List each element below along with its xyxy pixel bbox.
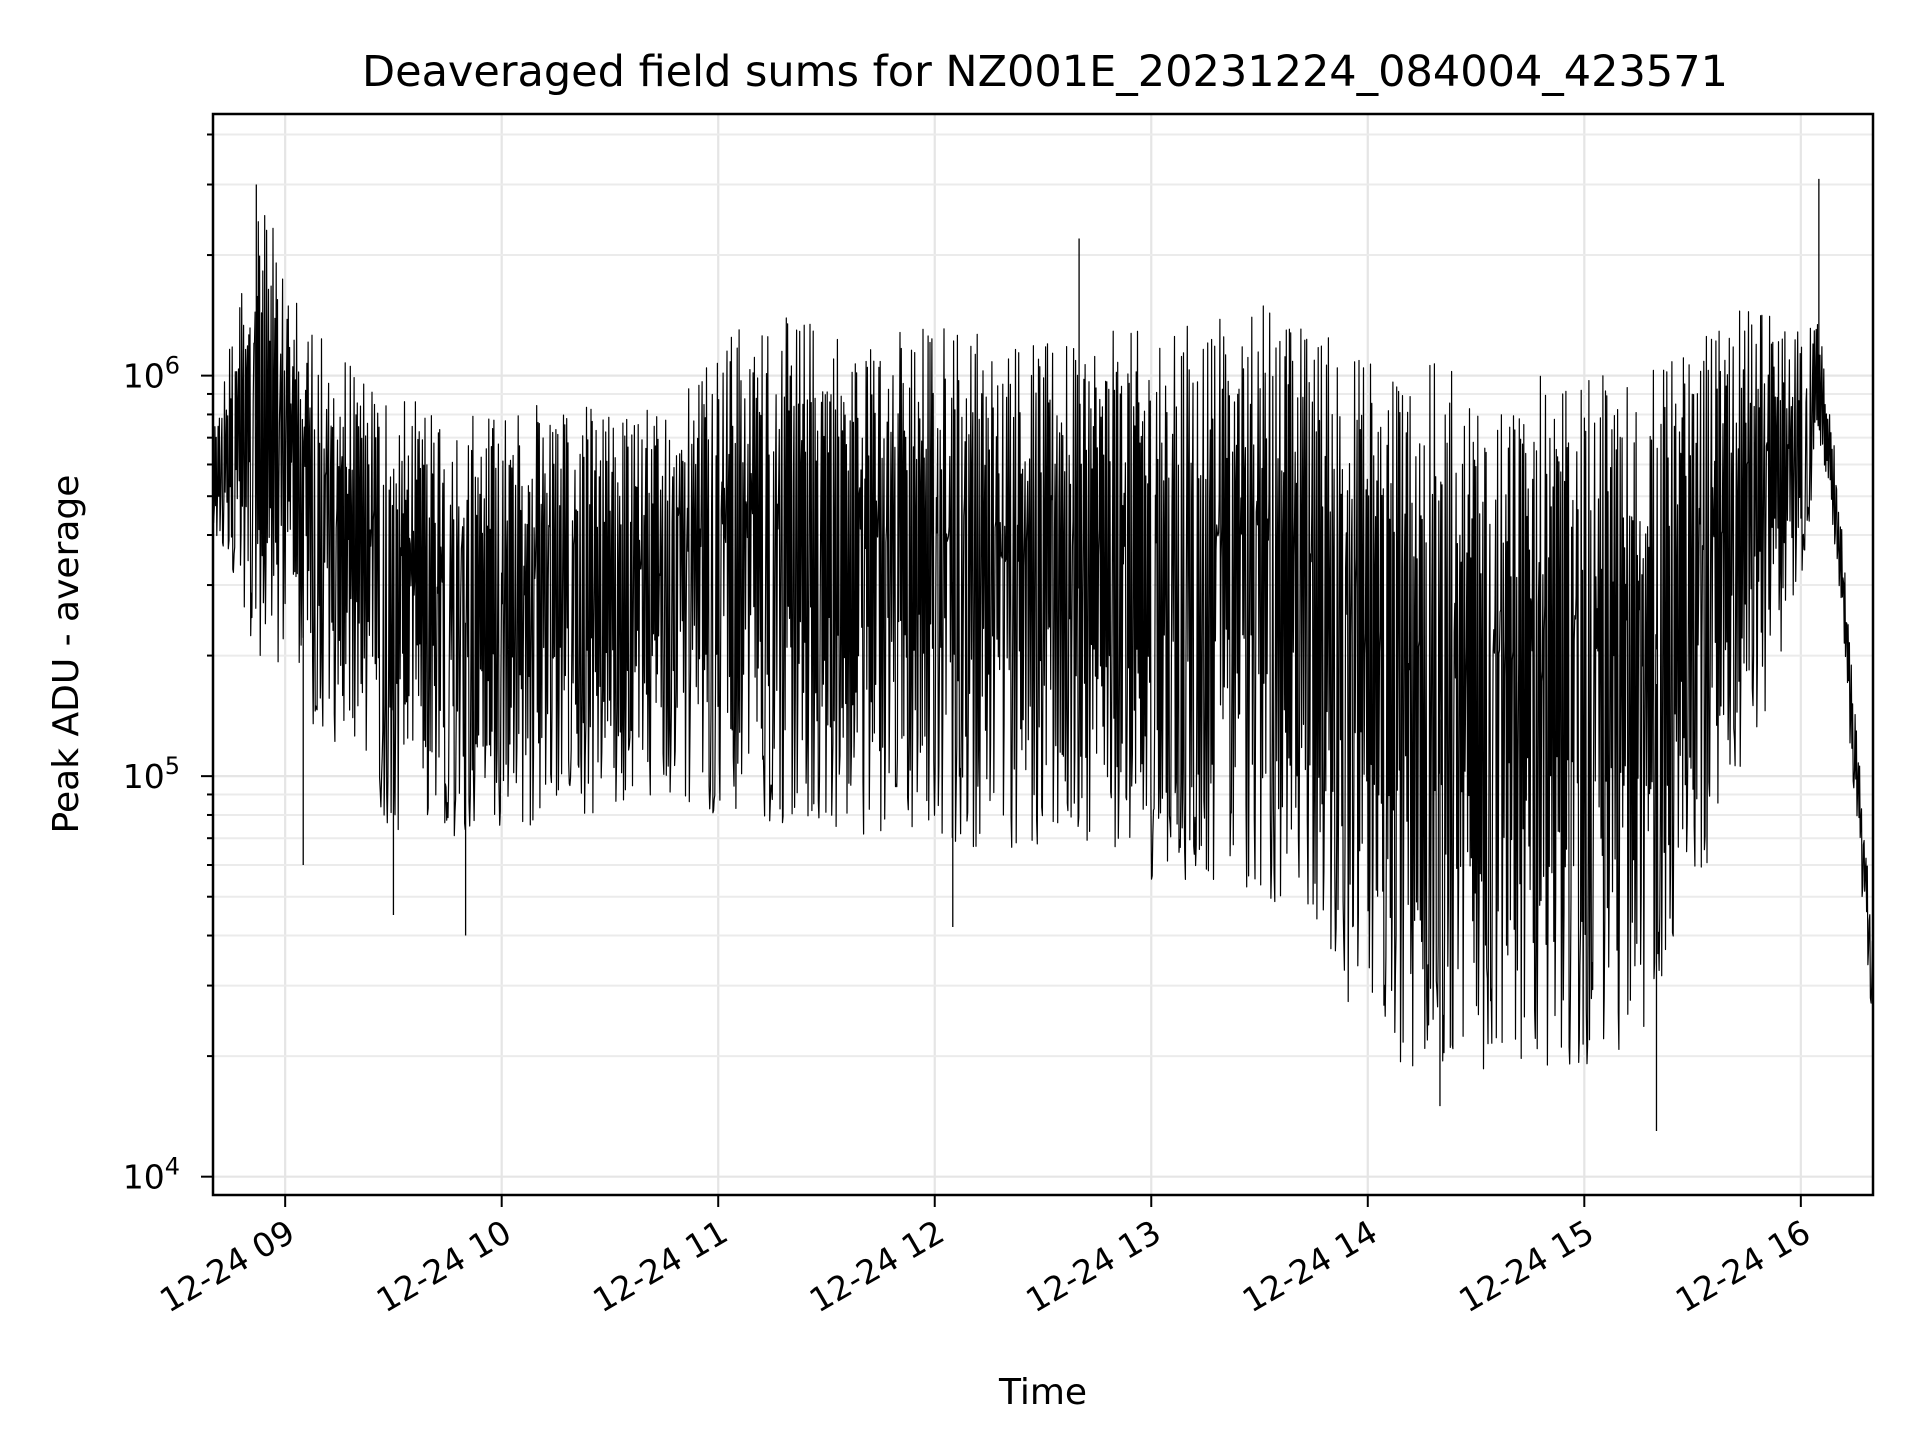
x-tick-label: 12-24 16	[1669, 1212, 1817, 1320]
x-tick-label: 12-24 15	[1452, 1212, 1600, 1320]
series-area	[212, 178, 1874, 1132]
x-tick-label: 12-24 10	[370, 1212, 518, 1320]
series-line	[212, 215, 1874, 1070]
y-tick-label: 105	[123, 752, 180, 796]
plot-frame	[211, 112, 1875, 1197]
y-tick-base: 10	[123, 1158, 165, 1197]
y-tick-label: 106	[123, 352, 180, 396]
x-axis: 12-24 09 12-24 10 12-24 11 12-24 12 12-24 13…	[153, 1195, 1817, 1320]
y-tick-base: 10	[123, 357, 165, 396]
chart-title: Deaveraged field sums for NZ001E_2023122…	[362, 47, 1728, 97]
x-tick-label: 12-24 11	[586, 1212, 734, 1320]
y-tick-exponent: 4	[165, 1153, 180, 1181]
x-tick-label: 12-24 14	[1236, 1212, 1384, 1320]
y-tick-label: 104	[123, 1153, 180, 1197]
y-tick-base: 10	[123, 757, 165, 796]
y-axis-label: Peak ADU - average	[46, 475, 87, 834]
y-tick-exponent: 6	[165, 352, 180, 380]
x-axis-label: Time	[998, 1372, 1087, 1413]
y-tick-exponent: 5	[165, 752, 180, 780]
x-tick-label: 12-24 13	[1019, 1212, 1167, 1320]
x-tick-label: 12-24 09	[153, 1212, 301, 1320]
x-tick-label: 12-24 12	[803, 1212, 951, 1320]
